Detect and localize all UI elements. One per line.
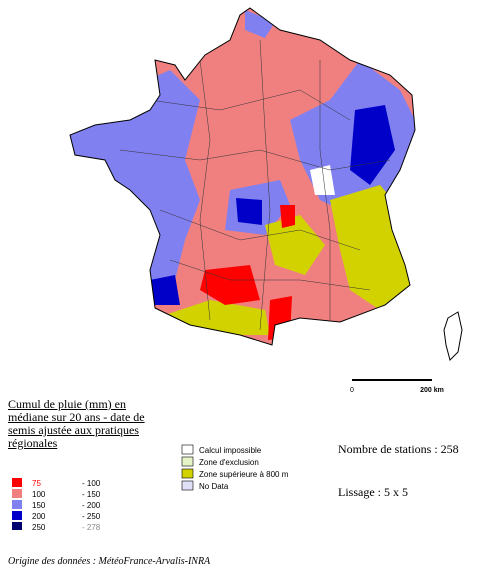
class-swatch (12, 511, 22, 520)
class-swatch (12, 489, 22, 498)
smoothing: Lissage : 5 x 5 (338, 485, 408, 499)
scale-end: 200 km (420, 387, 444, 394)
station-count: Nombre de stations : 258 (338, 442, 459, 456)
class-from: 250 (32, 523, 46, 530)
legend-title: Cumul de pluie (mm) en médiane sur 20 an… (8, 397, 145, 450)
class-to: - 250 (82, 512, 101, 521)
legend: 75 - 100 100 - 150 150 - 200 200 - 250 250 - 278 C… (12, 444, 289, 530)
class-to: - 200 (82, 501, 101, 510)
class-to: - 150 (82, 490, 101, 499)
class-to: - 278 (82, 523, 101, 530)
rain-map (70, 8, 415, 345)
zone-label: Zone d'exclusion (199, 458, 259, 467)
zone-label: No Data (199, 482, 229, 491)
map: 0 200 km (69, 7, 463, 394)
zone-swatch (181, 444, 194, 455)
zone-swatch (181, 456, 194, 467)
zone-label: Zone supérieure à 800 m (199, 470, 289, 479)
class-from: 100 (32, 490, 46, 499)
class-from: 200 (32, 512, 46, 521)
zone-swatch (181, 480, 194, 491)
scale-start: 0 (350, 387, 354, 394)
class-swatch (12, 500, 22, 509)
zone-swatch (181, 468, 194, 479)
data-source: Origine des données : MétéoFrance-Arvali… (8, 556, 211, 567)
class-from: 75 (32, 479, 41, 488)
france-outline (69, 7, 416, 346)
department-borders (119, 39, 391, 331)
class-swatch (12, 478, 22, 487)
class-from: 150 (32, 501, 46, 510)
class-to: - 100 (82, 479, 101, 488)
corsica (443, 311, 463, 361)
zone-label: Calcul impossible (199, 446, 262, 455)
class-swatch (12, 522, 22, 530)
